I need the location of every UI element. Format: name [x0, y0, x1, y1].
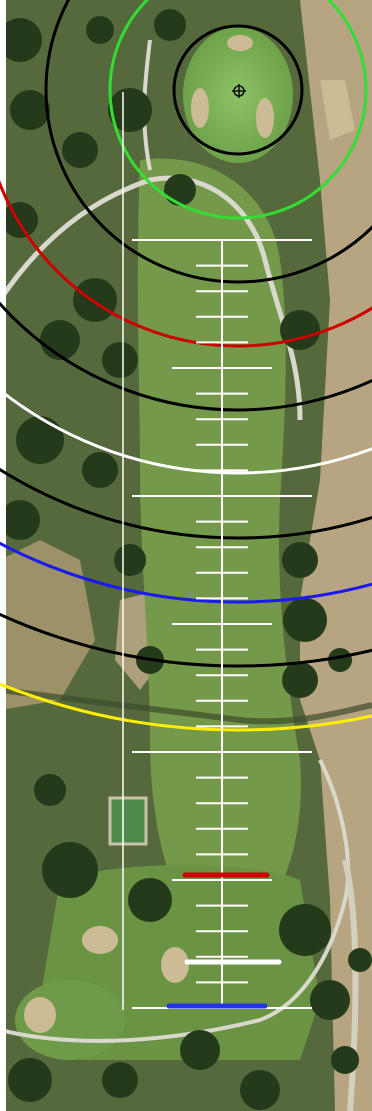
bunker	[320, 80, 355, 140]
left-margin	[0, 0, 6, 1111]
crosshair-icon	[232, 84, 246, 98]
yardage-arc-black	[0, 301, 372, 412]
yardage-arc-white	[0, 388, 372, 475]
creek	[0, 687, 372, 725]
yardage-ladder	[132, 239, 312, 1009]
yardage-arc-black	[0, 612, 372, 668]
yardage-arc-yellow	[0, 682, 372, 732]
yardage-arc-black	[0, 467, 372, 540]
bunker	[24, 997, 56, 1033]
distance-arcs	[0, 0, 372, 732]
desert-scrub-left	[0, 540, 95, 710]
fairway	[137, 158, 301, 900]
yardage-arc-red	[0, 180, 372, 348]
bunker	[227, 35, 253, 51]
bunker	[256, 98, 274, 138]
bunker	[191, 88, 209, 128]
green-target-ring	[108, 0, 368, 220]
desert-scrub-right	[300, 0, 372, 1111]
pond	[108, 796, 148, 846]
tee-markers	[166, 872, 282, 1009]
green-inner-ring	[172, 24, 304, 156]
yardage-arc-black	[44, 0, 372, 284]
yardage-arc-blue	[0, 541, 372, 604]
bunker	[161, 947, 189, 983]
bunker	[82, 926, 118, 954]
cart-path-lower	[0, 759, 351, 1043]
